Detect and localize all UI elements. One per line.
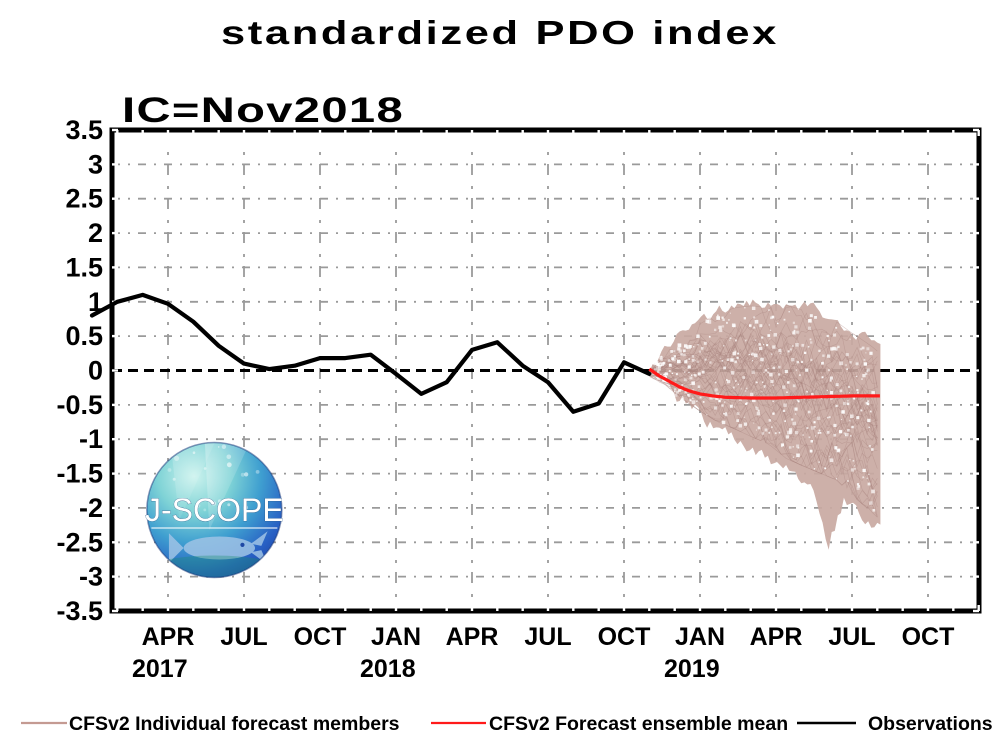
svg-text:JUL: JUL — [524, 623, 571, 651]
svg-text:J-SCOPE: J-SCOPE — [145, 492, 284, 528]
svg-text:Observations: Observations — [868, 713, 993, 735]
svg-text:2017: 2017 — [132, 655, 188, 683]
svg-text:2: 2 — [88, 218, 103, 248]
svg-text:APR: APR — [446, 623, 499, 651]
svg-text:CFSv2 Individual forecast memb: CFSv2 Individual forecast members — [69, 713, 400, 735]
svg-text:-1: -1 — [79, 424, 103, 454]
svg-text:OCT: OCT — [598, 623, 651, 651]
svg-text:-3: -3 — [79, 562, 103, 592]
svg-text:OCT: OCT — [902, 623, 955, 651]
svg-text:2.5: 2.5 — [65, 184, 103, 214]
svg-text:APR: APR — [142, 623, 195, 651]
svg-text:3.5: 3.5 — [65, 115, 103, 145]
svg-text:3: 3 — [88, 149, 103, 179]
svg-text:JUL: JUL — [828, 623, 875, 651]
svg-text:-1.5: -1.5 — [56, 459, 103, 489]
svg-text:2019: 2019 — [664, 655, 720, 683]
svg-text:2018: 2018 — [360, 655, 416, 683]
svg-text:OCT: OCT — [294, 623, 347, 651]
svg-text:-3.5: -3.5 — [56, 596, 103, 626]
svg-text:JAN: JAN — [371, 623, 421, 651]
svg-text:standardized PDO index: standardized PDO index — [221, 14, 779, 51]
svg-text:CFSv2 Forecast ensemble mean: CFSv2 Forecast ensemble mean — [489, 713, 788, 735]
svg-text:0: 0 — [88, 356, 103, 386]
svg-text:JAN: JAN — [675, 623, 725, 651]
svg-text:APR: APR — [750, 623, 803, 651]
svg-text:0.5: 0.5 — [65, 321, 103, 351]
svg-text:JUL: JUL — [220, 623, 267, 651]
svg-text:-0.5: -0.5 — [56, 390, 103, 420]
svg-text:-2.5: -2.5 — [56, 527, 103, 557]
svg-text:-2: -2 — [79, 493, 103, 523]
svg-text:1.5: 1.5 — [65, 252, 103, 282]
svg-text:IC=Nov2018: IC=Nov2018 — [122, 91, 404, 130]
